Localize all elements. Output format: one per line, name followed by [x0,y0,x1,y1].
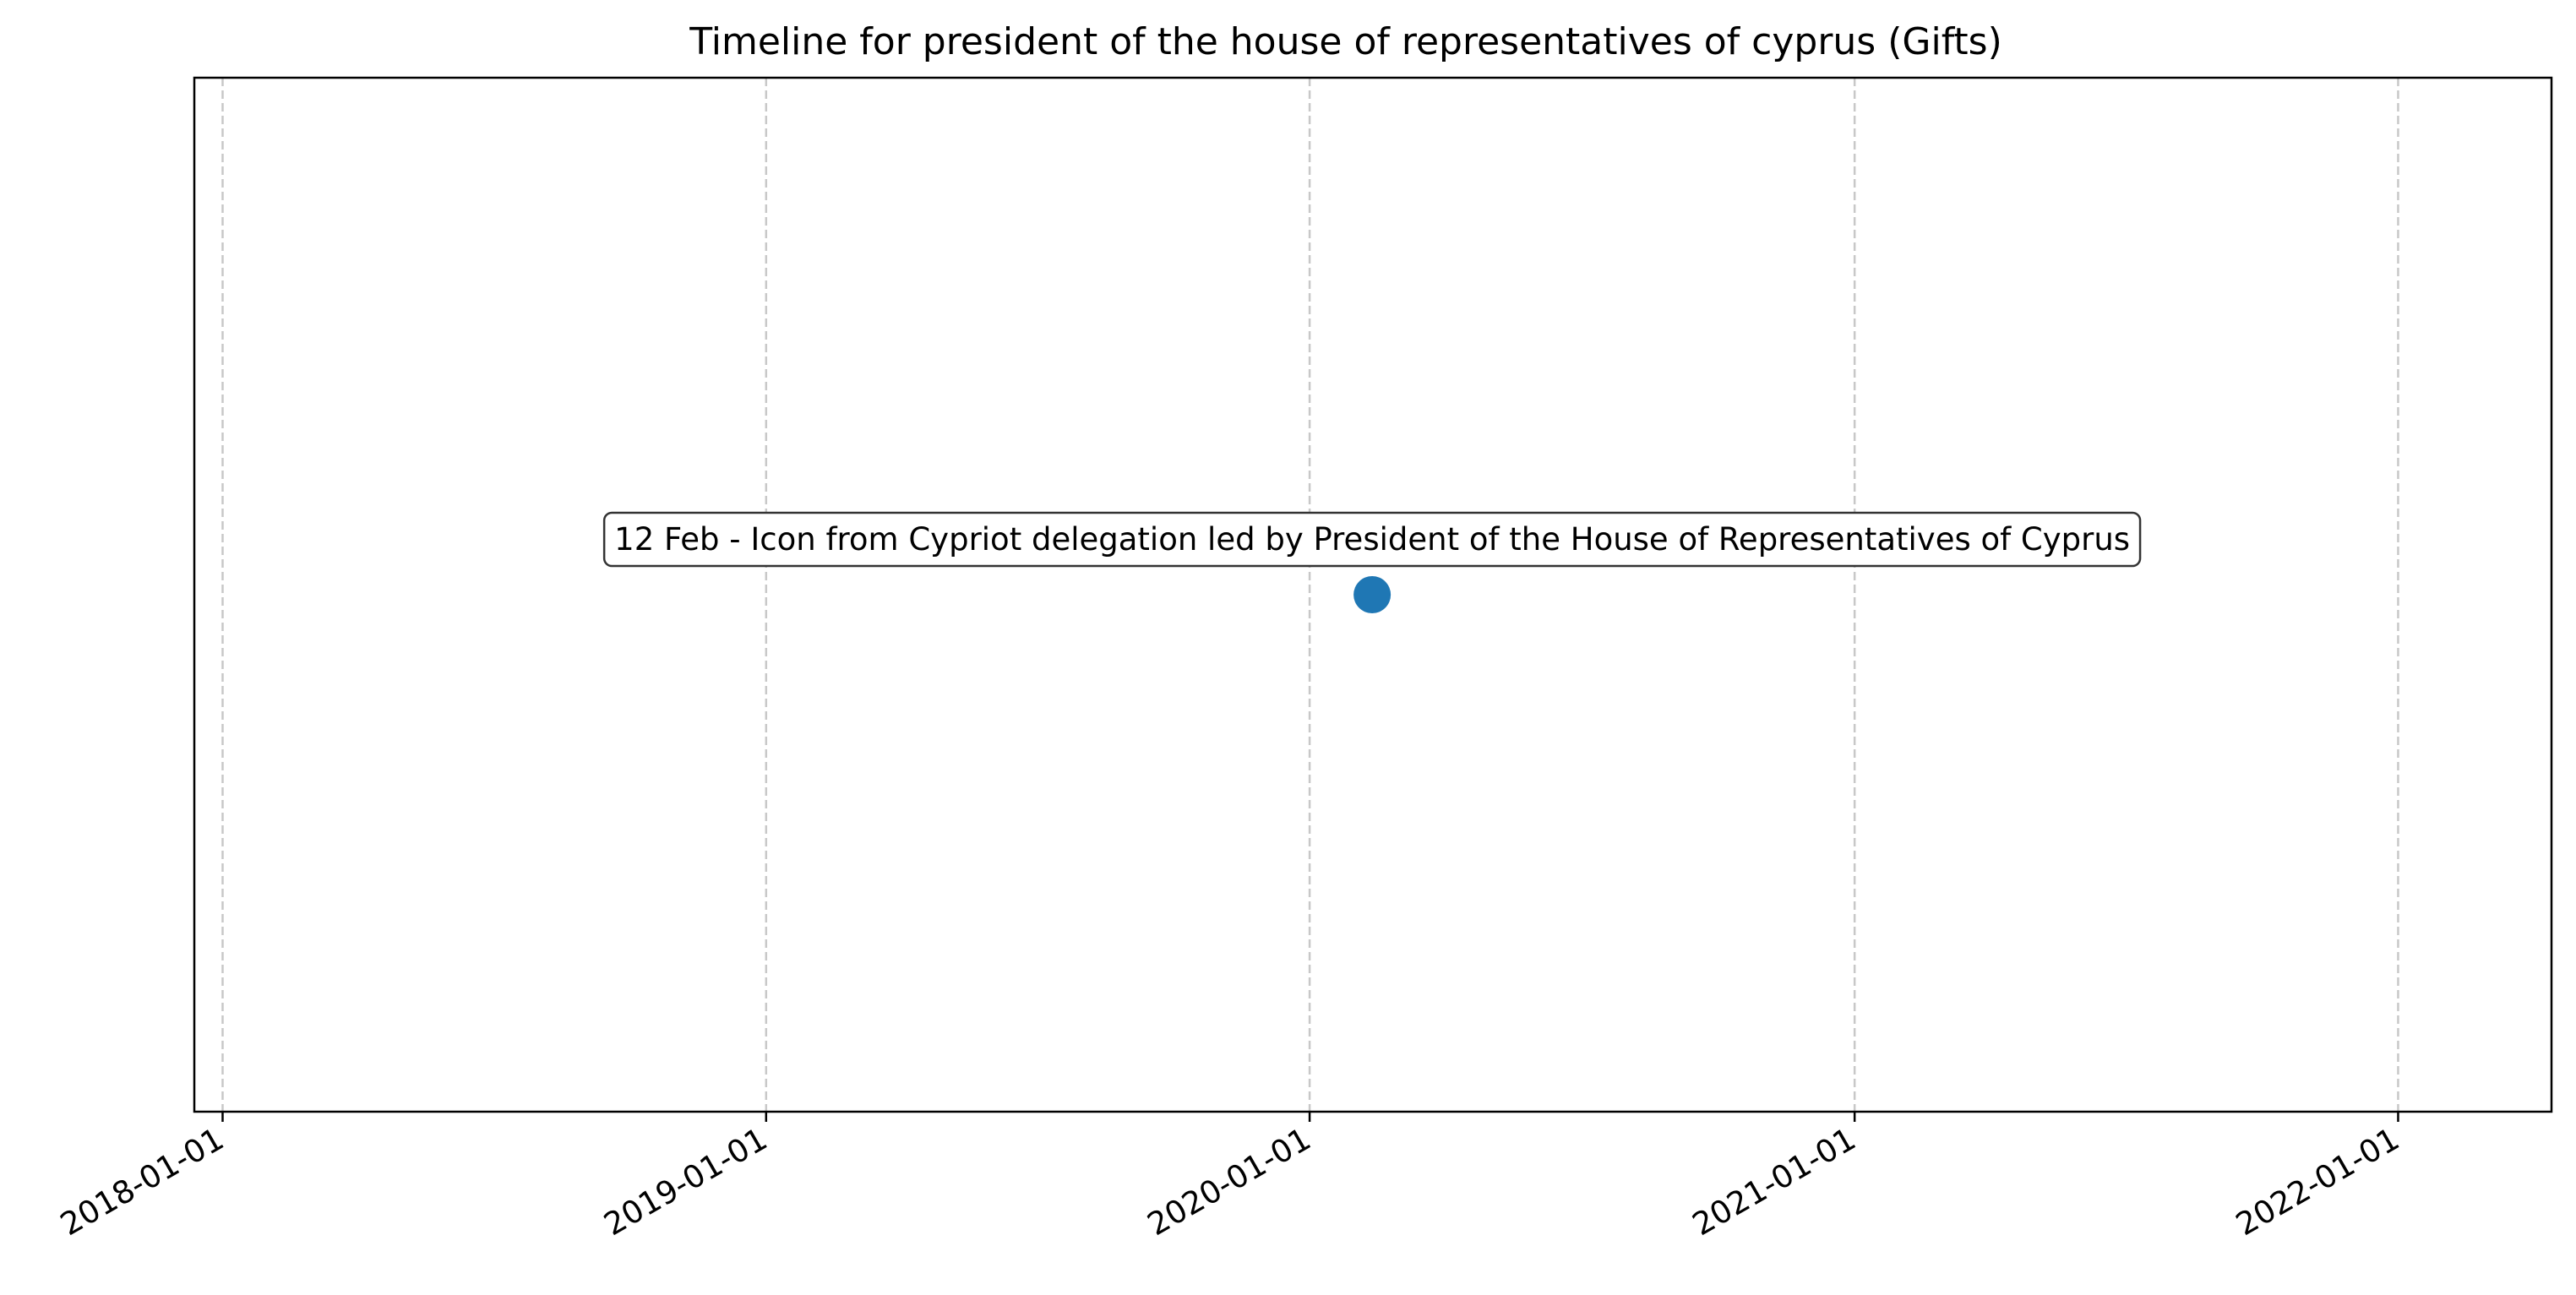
x-tick-label: 2018-01-01 [54,1121,230,1243]
x-tick-label: 2022-01-01 [2230,1121,2405,1243]
annotation-box [602,511,2142,568]
annotation-label: 12 Feb - Icon from Cypriot delegation le… [614,521,2130,558]
x-axis-ticks: 2018-01-01 2019-01-01 2020-01-01 2021-01-01… [54,1112,2405,1243]
x-tick-label: 2019-01-01 [598,1121,774,1243]
event-annotation: 12 Feb - Icon from Cypriot delegation le… [602,511,2142,568]
x-tick-label: 2021-01-01 [1686,1121,1862,1243]
grid-layer [221,78,2399,1112]
x-tick-label: 2020-01-01 [1141,1121,1317,1243]
timeline-event-point[interactable] [1353,576,1391,613]
chart-title: Timeline for president of the house of r… [689,20,2002,63]
plot-area-frame [193,76,2553,1113]
data-points: 12 Feb - Icon from Cypriot delegation le… [602,511,2142,613]
